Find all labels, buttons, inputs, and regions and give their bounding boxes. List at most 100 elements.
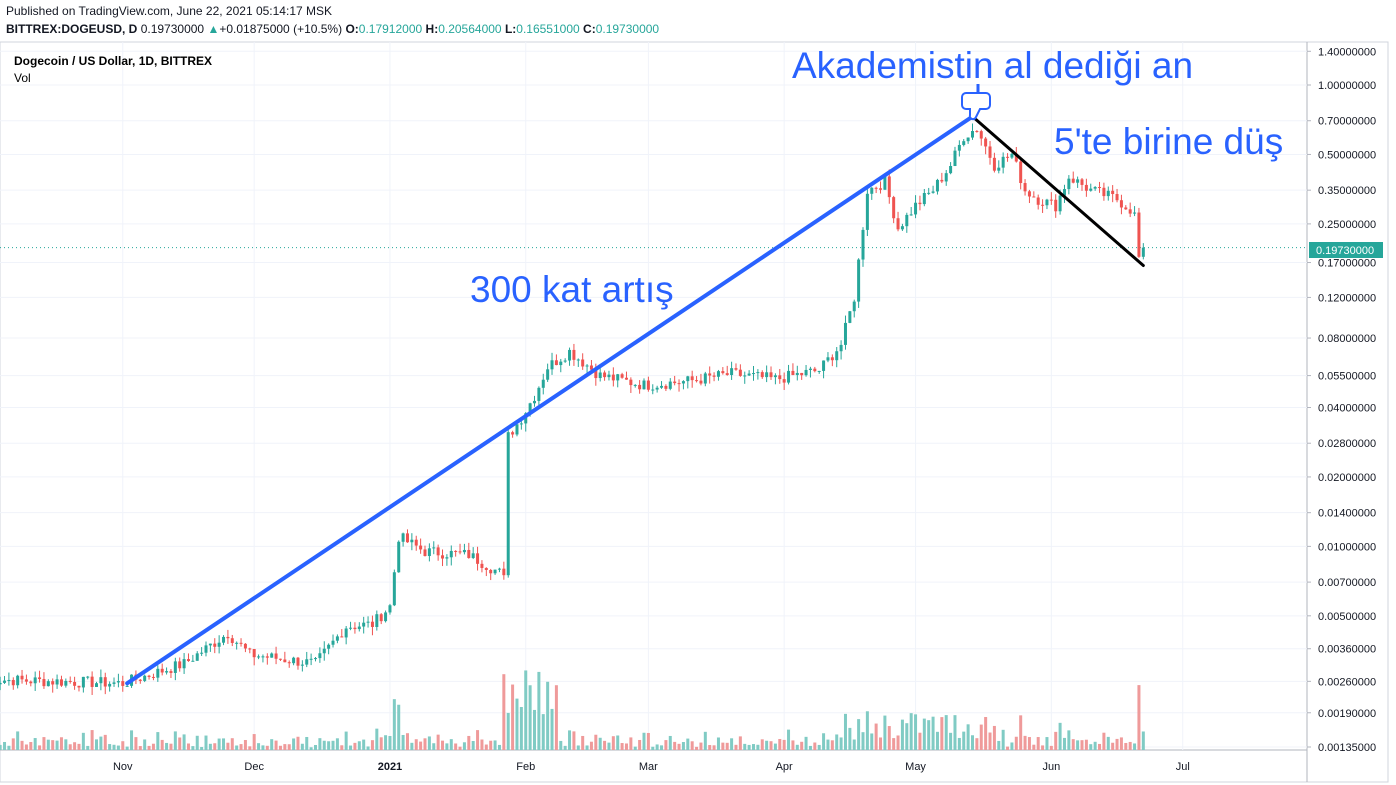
candle-body (462, 549, 466, 553)
candle-body (156, 668, 160, 678)
volume-bar (1089, 744, 1093, 750)
volume-bar (1076, 740, 1080, 750)
candle-body (511, 432, 515, 435)
volume-bar (77, 743, 81, 750)
volume-bar (883, 715, 887, 750)
candle-body (935, 179, 939, 192)
candle-body (576, 359, 580, 361)
candle-body (213, 643, 217, 647)
volume-bar (957, 737, 961, 750)
annotation-rise[interactable]: 300 kat artış (470, 269, 674, 310)
candle-body (287, 662, 291, 664)
candle-body (896, 218, 900, 230)
volume-bar (716, 737, 720, 750)
candle-body (502, 568, 506, 576)
volume-bar (90, 730, 94, 750)
candle-body (979, 131, 983, 139)
volume-bar (778, 738, 782, 750)
candle-body (953, 150, 957, 166)
candle-body (581, 359, 585, 367)
candle-body (99, 677, 103, 684)
candle-body (436, 547, 440, 556)
volume-bar (200, 747, 204, 750)
volume-bar (147, 745, 151, 750)
candle-body (0, 682, 2, 685)
open-value: 0.17912000 (358, 22, 423, 36)
trendline-rise[interactable] (125, 114, 975, 686)
candle-body (541, 379, 545, 388)
candle-body (681, 381, 685, 384)
candle-body (314, 658, 317, 660)
candle-body (730, 368, 734, 376)
volume-bar (305, 736, 309, 750)
time-axis[interactable]: Nov Dec 2021 Feb Mar Apr May Jun Jul (113, 761, 1190, 773)
candle-body (1119, 200, 1123, 208)
y-tick-label: 0.50000000 (1318, 149, 1376, 161)
candle-body (725, 373, 729, 376)
volume-bar (616, 735, 620, 750)
candle-body (554, 360, 558, 366)
volume-bar (747, 744, 751, 750)
candle-body (497, 568, 501, 570)
volume-bar (1106, 736, 1110, 750)
high-value: 0.20564000 (438, 22, 502, 36)
candle-body (178, 661, 182, 669)
candle-body (414, 539, 418, 546)
volume-bar (375, 728, 379, 750)
candle-body (379, 614, 383, 622)
candle-body (405, 533, 409, 543)
candle-body (589, 365, 593, 370)
volume-bar (646, 732, 650, 750)
volume-bar (318, 738, 322, 750)
volume-bar (186, 743, 190, 750)
volume-bar (892, 738, 896, 750)
candle-body (397, 541, 401, 573)
candle-body (817, 370, 821, 372)
x-tick-label: Jun (1042, 761, 1060, 773)
candle-body (248, 648, 252, 650)
candle-body (384, 612, 388, 622)
candle-body (432, 547, 436, 549)
x-tick-label: Nov (113, 761, 133, 773)
volume-bar (392, 699, 396, 750)
change-value: +0.01875000 (+10.5%) (219, 22, 343, 36)
candle-body (1001, 156, 1005, 168)
candle-body (1054, 199, 1058, 212)
candle-body (401, 533, 405, 542)
candle-body (1019, 161, 1023, 184)
candle-body (892, 197, 896, 219)
y-tick-label: 0.04000000 (1318, 402, 1376, 414)
volume-bar (178, 737, 182, 750)
candle-body (283, 659, 287, 663)
trendlines[interactable] (125, 114, 1145, 686)
volume-bar (1093, 741, 1097, 750)
volume-bar (296, 736, 300, 750)
candle-body (484, 567, 488, 570)
candle-body (243, 643, 247, 649)
candle-body (375, 614, 379, 627)
volume-bar (949, 732, 953, 750)
volume-bar (1062, 737, 1066, 750)
candle-body (528, 403, 532, 414)
candle-body (962, 141, 966, 145)
candle-body (165, 671, 169, 673)
y-tick-label: 0.12000000 (1318, 292, 1376, 304)
candle-body (322, 648, 326, 654)
volume-bar (1049, 745, 1053, 750)
trendline-fall[interactable] (971, 115, 1145, 268)
last-price: 0.19730000 (140, 22, 205, 36)
current-price-label: 0.19730000 (1309, 242, 1383, 258)
volume-bar (160, 739, 164, 750)
annotation-fall[interactable]: 5'te birine düş (1054, 121, 1283, 162)
candle-body (655, 387, 659, 390)
candle-body (957, 144, 961, 151)
candle-body (208, 643, 212, 646)
candle-body (261, 656, 265, 658)
volume-bar (1080, 740, 1084, 750)
price-axis[interactable]: 1.40000000 1.00000000 0.70000000 0.50000000… (1307, 46, 1376, 754)
candle-body (1124, 207, 1128, 210)
candle-body (765, 372, 769, 378)
candle-body (651, 389, 655, 391)
annotation-peak[interactable]: Akademistin al dediği an (792, 45, 1193, 86)
